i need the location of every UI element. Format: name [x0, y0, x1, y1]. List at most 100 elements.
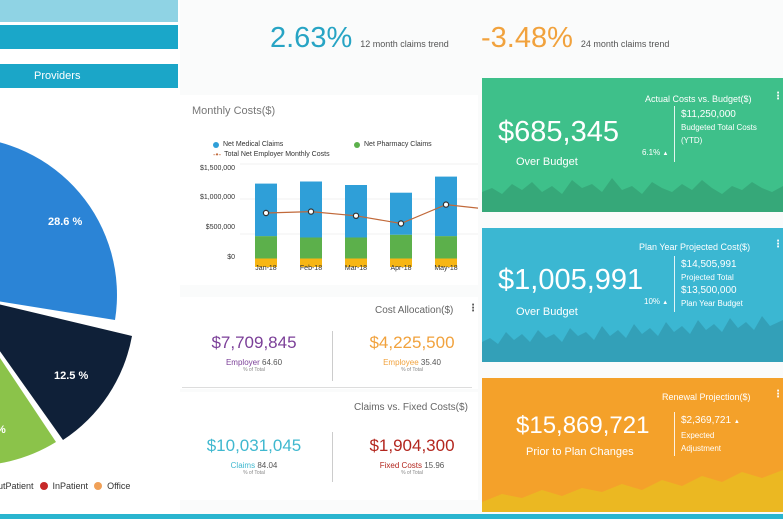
bar-pharmacy-jan-18[interactable]	[255, 236, 277, 259]
tile-amount: $685,345	[498, 116, 619, 148]
total-point-may-18[interactable]	[442, 201, 450, 208]
tile-detail-4: Plan Year Budget	[681, 299, 743, 308]
x-tick-may: May-18	[434, 265, 458, 272]
tile-detail-3: Adjustment	[681, 444, 722, 453]
bar-medical-apr-18[interactable]	[390, 192, 412, 235]
y-tick-0: $0	[227, 254, 235, 261]
y-tick-1000k: $1,000,000	[199, 194, 235, 201]
employer-amount: $7,709,845	[211, 333, 297, 352]
monthly-costs-title: Monthly Costs($)	[192, 105, 276, 117]
trend-24-label: 24 month claims trend	[580, 39, 670, 49]
more-options-icon[interactable]: ⋮	[468, 303, 478, 314]
total-point-apr-18[interactable]	[397, 220, 405, 227]
filter-bar[interactable]	[0, 25, 178, 49]
trend-12-month: 2.63% 12 month claims trend	[270, 22, 449, 55]
employee-amount: $4,225,500	[369, 333, 455, 352]
up-arrow-icon: ▲	[662, 151, 669, 157]
tile-detail-2: Budgeted Total Costs	[681, 123, 757, 132]
bar-office-feb-18[interactable]	[300, 258, 322, 268]
tile-amount: $15,869,721	[516, 412, 650, 439]
employee-pct: 35.40	[420, 358, 441, 367]
tile-subtitle: Over Budget	[516, 156, 578, 168]
bar-office-jan-18[interactable]	[255, 258, 277, 268]
divider	[332, 432, 333, 482]
total-legend-icon: -•-	[213, 150, 222, 159]
providers-tab[interactable]: Providers	[0, 64, 178, 88]
legend-pharmacy-label: Net Pharmacy Claims	[364, 141, 432, 148]
employer-note: % of Total	[243, 367, 265, 373]
total-point-mar-18[interactable]	[352, 212, 360, 220]
x-tick-jan: Jan-18	[255, 265, 277, 272]
claims-amount: $10,031,045	[206, 436, 302, 455]
tile-pct: 10% ▲	[644, 295, 668, 310]
tile-detail-3: (YTD)	[681, 136, 703, 145]
trend-24-month: -3.48% 24 month claims trend	[481, 22, 669, 55]
tile-detail-1: $11,250,000	[681, 109, 736, 120]
employer-block: $7,709,845 Employer 64.60 % of Total	[180, 333, 328, 373]
medical-legend-icon	[213, 141, 219, 148]
more-options-icon[interactable]: ⋮	[773, 239, 783, 250]
legend-pharmacy[interactable]: Net Pharmacy Claims	[354, 141, 432, 148]
bar-office-apr-18[interactable]	[390, 258, 412, 268]
claims-pct: 84.04	[257, 461, 278, 470]
tile-sparkline-bg	[482, 178, 783, 212]
pie-label-2: 12.5 %	[54, 370, 88, 382]
y-tick-500k: $500,000	[205, 224, 235, 231]
tile-title: Actual Costs vs. Budget($)	[645, 94, 752, 104]
more-options-icon[interactable]: ⋮	[773, 91, 783, 102]
employer-pct: 64.60	[262, 358, 283, 367]
tile-amount: $1,005,991	[498, 264, 644, 296]
bar-pharmacy-feb-18[interactable]	[300, 237, 322, 259]
renewal-projection-tile[interactable]: Renewal Projection($) ⋮ $15,869,721 Prio…	[482, 378, 783, 512]
tile-title: Renewal Projection($)	[662, 392, 751, 402]
bar-pharmacy-may-18[interactable]	[435, 236, 457, 259]
actual-vs-budget-tile[interactable]: Actual Costs vs. Budget($) ⋮ $685,345 Ov…	[482, 78, 783, 212]
legend-outpatient[interactable]: utPatient	[0, 481, 34, 491]
claims-fixed-title: Claims vs. Fixed Costs($)	[354, 402, 468, 413]
fixed-note: % of Total	[401, 470, 423, 476]
pie-slice-navy[interactable]	[0, 295, 132, 440]
divider	[332, 331, 333, 381]
pie-slice-blue[interactable]	[0, 137, 117, 320]
total-point-jan-18[interactable]	[262, 209, 270, 217]
legend-office[interactable]: Office	[107, 481, 131, 491]
bar-pharmacy-mar-18[interactable]	[345, 237, 367, 259]
claims-label: Claims	[230, 461, 256, 470]
total-point-feb-18[interactable]	[307, 208, 315, 215]
office-legend-icon	[94, 482, 103, 490]
bar-office-mar-18[interactable]	[345, 258, 367, 268]
trend-24-value: -3.48%	[481, 22, 573, 54]
legend-inpatient[interactable]: InPatient	[52, 481, 89, 491]
fixed-block: $1,904,300 Fixed Costs 15.96 % of Total	[338, 436, 486, 476]
pie-slice-green[interactable]	[0, 298, 56, 466]
employee-block: $4,225,500 Employee 35.40 % of Total	[338, 333, 486, 373]
trend-12-value: 2.63%	[270, 22, 353, 54]
footer-bar	[0, 514, 783, 519]
providers-pie-chart: 28.6 % 12.5 % %	[0, 137, 132, 466]
divider	[674, 256, 675, 312]
up-arrow-icon: ▲	[733, 419, 740, 425]
pie-legend: utPatient InPatient Office	[0, 478, 180, 494]
bar-office-may-18[interactable]	[435, 258, 457, 268]
legend-total[interactable]: -•- Total Net Employer Monthly Costs	[213, 150, 330, 159]
legend-medical[interactable]: Net Medical Claims	[213, 141, 283, 148]
total-cost-line	[265, 203, 478, 225]
trend-12-label: 12 month claims trend	[360, 39, 449, 49]
tile-pct: 6.1% ▲	[642, 146, 668, 161]
tile-detail-1: $14,505,991	[681, 259, 737, 270]
tile-subtitle: Prior to Plan Changes	[526, 446, 634, 458]
tile-subtitle: Over Budget	[516, 306, 578, 318]
providers-panel: Providers 28.6 % 12.5 % % utPatient InPa…	[0, 0, 180, 519]
tile-pct-value: 10%	[644, 297, 661, 306]
header-bar	[0, 0, 178, 22]
pie-label-1: 28.6 %	[48, 216, 82, 228]
bar-medical-mar-18[interactable]	[345, 185, 367, 238]
more-options-icon[interactable]: ⋮	[773, 389, 783, 400]
tile-title: Plan Year Projected Cost($)	[639, 242, 751, 252]
x-tick-mar: Mar-18	[344, 265, 368, 272]
claims-note: % of Total	[243, 470, 265, 476]
up-arrow-icon: ▲	[662, 300, 669, 306]
bar-pharmacy-apr-18[interactable]	[390, 234, 412, 259]
plan-year-projected-tile[interactable]: Plan Year Projected Cost($) ⋮ $1,005,991…	[482, 228, 783, 362]
